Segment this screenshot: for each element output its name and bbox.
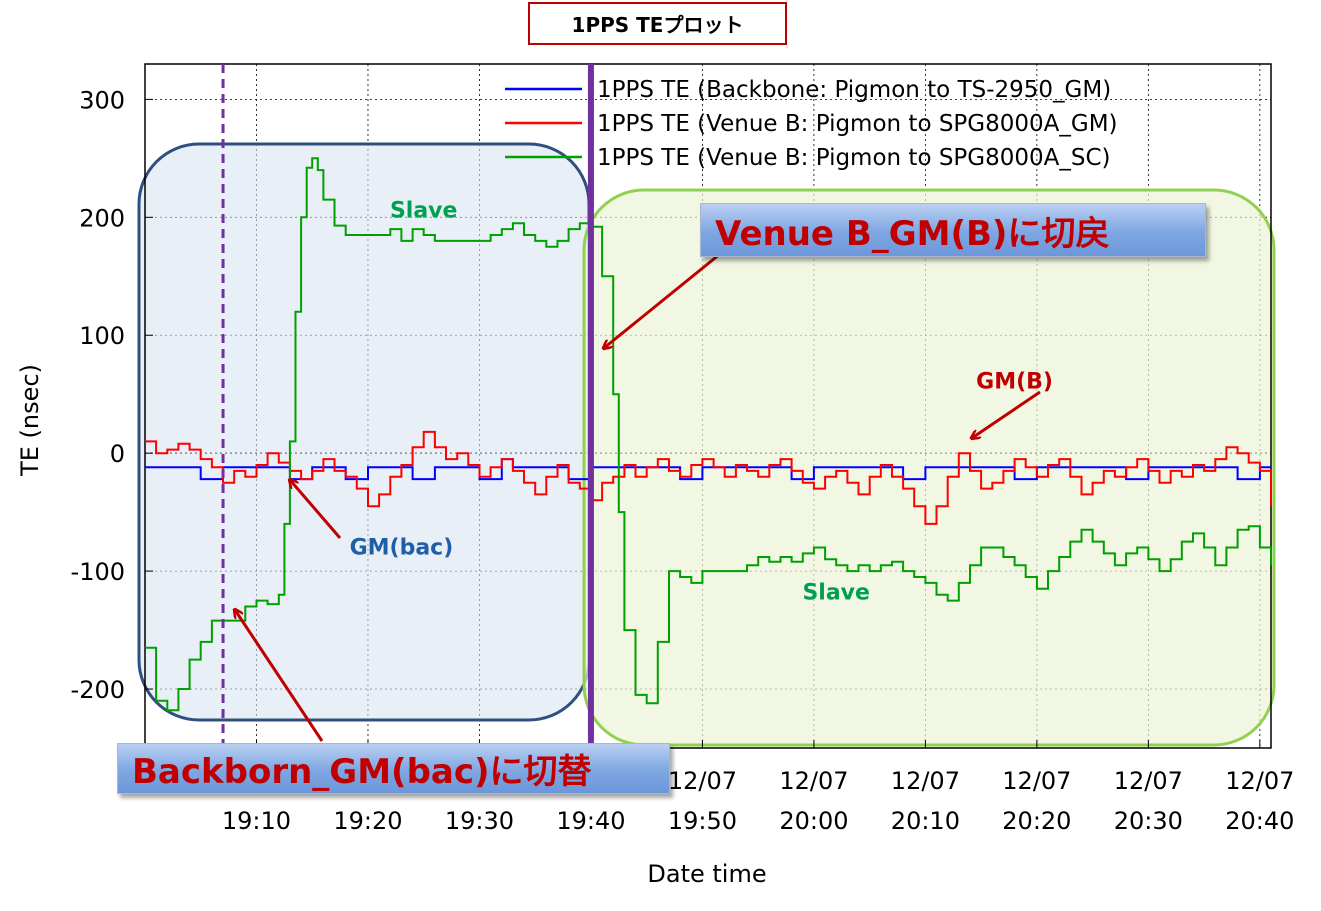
x-tick-date: 12/07 <box>1114 767 1183 795</box>
series-line-2 <box>145 430 1272 525</box>
annotation-label: GM(B) <box>976 369 1053 394</box>
series-line-3 <box>145 157 1272 712</box>
y-tick-label: 0 <box>110 440 125 468</box>
callout-venue-switchback: Venue B_GM(B)に切戻 <box>700 203 1206 257</box>
arrow-backborn <box>235 610 324 742</box>
x-axis-label: Date time <box>647 860 766 888</box>
legend-label: 1PPS TE (Backbone: Pigmon to TS-2950_GM) <box>597 77 1111 103</box>
arrows <box>235 252 1041 742</box>
y-tick-label: 300 <box>79 86 125 114</box>
x-tick-time: 19:50 <box>668 807 737 835</box>
event-lines <box>221 64 594 748</box>
x-tick-time: 20:30 <box>1114 807 1183 835</box>
y-tick-label: 200 <box>79 204 125 232</box>
arrow-gm-bac <box>290 480 342 539</box>
x-tick-time: 19:30 <box>445 807 514 835</box>
x-tick-date: 12/07 <box>779 767 848 795</box>
x-tick-time: 20:10 <box>891 807 960 835</box>
chart-title: 1PPS TEプロット <box>528 2 787 45</box>
legend-label: 1PPS TE (Venue B: Pigmon to SPG8000A_GM) <box>597 111 1118 137</box>
arrow-venue <box>604 252 721 348</box>
plot-frame <box>144 63 1272 749</box>
y-tick-label: 100 <box>79 322 125 350</box>
x-tick-date: 12/07 <box>1002 767 1071 795</box>
annotation-label: Slave <box>390 198 458 223</box>
annotation-label: Slave <box>802 580 870 605</box>
arrow-gm-b <box>972 390 1041 438</box>
x-tick-date: 12/07 <box>668 767 737 795</box>
region-backbone <box>137 142 591 722</box>
y-axis-label: TE (nsec) <box>16 364 44 477</box>
annotation-label: GM(bac) <box>350 536 454 561</box>
x-tick-time: 19:10 <box>222 807 291 835</box>
x-tick-time: 20:40 <box>1225 807 1294 835</box>
annotations: Slave Slave GM(B) GM(bac) <box>350 198 1053 605</box>
x-tick-time: 20:00 <box>779 807 848 835</box>
x-tick-time: 19:20 <box>333 807 402 835</box>
x-tick-date: 12/07 <box>1225 767 1294 795</box>
y-tick-label: -100 <box>71 558 125 586</box>
legend-label: 1PPS TE (Venue B: Pigmon to SPG8000A_SC) <box>597 145 1111 171</box>
y-tick-label: -200 <box>71 676 125 704</box>
x-tick-date: 12/07 <box>891 767 960 795</box>
x-tick-time: 20:20 <box>1002 807 1071 835</box>
axes <box>144 63 1272 749</box>
x-tick-time: 19:40 <box>556 807 625 835</box>
legend: 1PPS TE (Backbone: Pigmon to TS-2950_GM)… <box>505 77 1118 171</box>
tick-labels: 300 200 100 0 -100 -200 12/07 19:10 12/07 19:20 12… <box>71 86 1295 835</box>
callout-backborn-switch: Backborn_GM(bac)に切替 <box>117 743 670 794</box>
